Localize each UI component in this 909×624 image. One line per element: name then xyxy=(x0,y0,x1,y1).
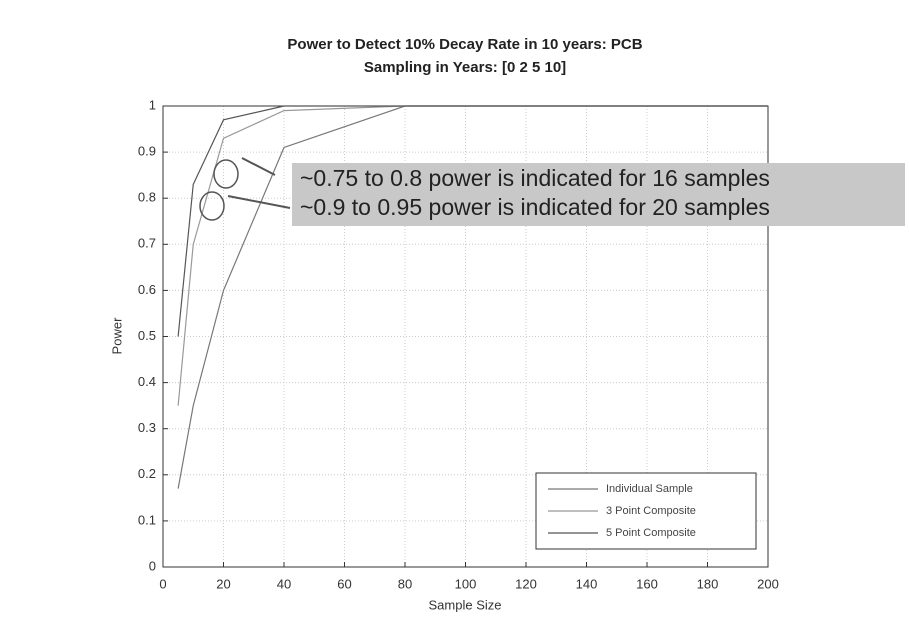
series-line xyxy=(177,105,768,337)
chart-subtitle: Sampling in Years: [0 2 5 10] xyxy=(364,59,566,76)
highlight-circle xyxy=(213,159,239,189)
x-tick-label: 180 xyxy=(697,576,719,591)
x-tick-label: 100 xyxy=(455,576,477,591)
x-tick-label: 140 xyxy=(576,576,598,591)
y-tick-label: 0.1 xyxy=(138,512,156,527)
y-tick-label: 0.8 xyxy=(138,190,156,205)
y-tick-label: 0.3 xyxy=(138,420,156,435)
x-tick-label: 200 xyxy=(757,576,779,591)
x-tick-label: 0 xyxy=(159,576,166,591)
y-tick-label: 0.7 xyxy=(138,236,156,251)
y-tick-label: 1 xyxy=(149,97,156,112)
y-axis-label: Power xyxy=(109,317,124,355)
chart-title: Power to Detect 10% Decay Rate in 10 yea… xyxy=(287,36,642,53)
x-tick-label: 20 xyxy=(216,576,230,591)
x-axis-label: Sample Size xyxy=(429,597,502,612)
legend-label: Individual Sample xyxy=(606,483,693,495)
annotation-text: ~0.75 to 0.8 power is indicated for 16 s… xyxy=(300,165,770,191)
legend-label: 5 Point Composite xyxy=(606,527,696,539)
annotation-text: ~0.9 to 0.95 power is indicated for 20 s… xyxy=(300,194,770,220)
y-tick-label: 0.2 xyxy=(138,466,156,481)
x-tick-label: 80 xyxy=(398,576,412,591)
highlight-circle xyxy=(199,191,225,221)
y-tick-label: 0.5 xyxy=(138,328,156,343)
y-tick-label: 0.6 xyxy=(138,282,156,297)
y-tick-label: 0.9 xyxy=(138,144,156,159)
y-tick-label: 0.4 xyxy=(138,374,156,389)
arrow xyxy=(227,195,291,209)
x-tick-label: 120 xyxy=(515,576,537,591)
y-tick-label: 0 xyxy=(149,558,156,573)
annotation-box xyxy=(292,163,905,226)
legend-label: 3 Point Composite xyxy=(606,505,696,517)
x-tick-label: 40 xyxy=(277,576,291,591)
x-tick-label: 60 xyxy=(337,576,351,591)
x-tick-label: 160 xyxy=(636,576,658,591)
arrow xyxy=(241,157,276,176)
